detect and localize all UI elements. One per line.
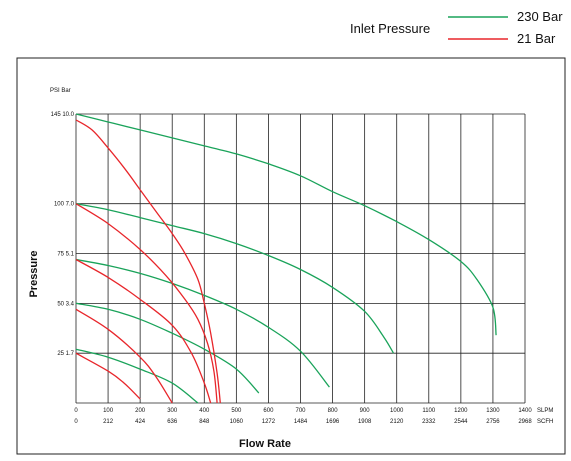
x-tick-slpm: 1100 — [422, 408, 436, 414]
y-tick-label: 50 3.4 — [57, 301, 74, 307]
x-tick-slpm: 300 — [167, 408, 178, 414]
x-tick-slpm: 1200 — [454, 408, 468, 414]
series-line-21-bar — [75, 308, 173, 404]
y-unit-label: PSI Bar — [50, 88, 71, 94]
chart-frame — [16, 57, 566, 455]
x-tick-scfh: 1484 — [294, 419, 308, 425]
legend-title: Inlet Pressure — [350, 21, 430, 36]
y-tick-label: 100 7.0 — [54, 202, 75, 208]
x-tick-slpm: 1300 — [486, 408, 500, 414]
series-line-21-bar — [75, 119, 221, 404]
x-tick-scfh: 2332 — [422, 419, 436, 425]
x-tick-scfh: 2968 — [518, 419, 532, 425]
x-unit-slpm: SLPM — [537, 408, 553, 414]
series-line-21-bar — [75, 352, 141, 400]
x-tick-scfh: 1272 — [262, 419, 276, 425]
legend-label-21-bar: 21 Bar — [517, 31, 556, 46]
x-tick-scfh: 1060 — [230, 419, 244, 425]
x-tick-slpm: 200 — [135, 408, 146, 414]
legend-label-230-bar: 230 Bar — [517, 9, 563, 24]
series-line-230-bar — [75, 302, 260, 394]
x-tick-slpm: 600 — [263, 408, 274, 414]
series-line-230-bar — [75, 258, 330, 388]
y-tick-label: 145 10.0 — [51, 112, 75, 118]
x-tick-slpm: 900 — [360, 408, 371, 414]
x-tick-scfh: 848 — [199, 419, 210, 425]
tick-layer: 0 0 100 212 200 424 300 636 400 848 500 1060 600 1272… — [51, 112, 533, 425]
x-tick-scfh: 0 — [74, 419, 78, 425]
x-axis-title: Flow Rate — [239, 438, 291, 450]
grid — [75, 113, 526, 404]
x-tick-slpm: 0 — [74, 408, 78, 414]
x-tick-slpm: 700 — [295, 408, 306, 414]
y-tick-label: 25 1.7 — [57, 351, 74, 357]
x-tick-slpm: 1000 — [390, 408, 404, 414]
x-tick-scfh: 1908 — [358, 419, 372, 425]
series-line-230-bar — [75, 203, 395, 354]
x-tick-slpm: 500 — [231, 408, 242, 414]
x-tick-scfh: 212 — [103, 419, 114, 425]
series-line-230-bar — [75, 113, 497, 336]
x-tick-slpm: 1400 — [518, 408, 532, 414]
x-tick-scfh: 424 — [135, 419, 146, 425]
y-tick-label: 75 5.1 — [57, 252, 74, 258]
x-tick-scfh: 2544 — [454, 419, 468, 425]
series-line-21-bar — [75, 258, 212, 404]
series-line-21-bar — [75, 203, 218, 404]
x-tick-scfh: 2120 — [390, 419, 404, 425]
x-tick-slpm: 100 — [103, 408, 114, 414]
x-tick-slpm: 800 — [328, 408, 339, 414]
x-tick-scfh: 636 — [167, 419, 178, 425]
legend: Inlet Pressure 230 Bar 21 Bar — [350, 9, 563, 46]
y-axis-title: Pressure — [28, 250, 40, 297]
series-line-230-bar — [75, 348, 199, 404]
series-layer — [75, 113, 497, 404]
x-tick-scfh: 1696 — [326, 419, 340, 425]
x-tick-slpm: 400 — [199, 408, 210, 414]
x-unit-scfh: SCFH — [537, 419, 553, 425]
x-tick-scfh: 2756 — [486, 419, 500, 425]
